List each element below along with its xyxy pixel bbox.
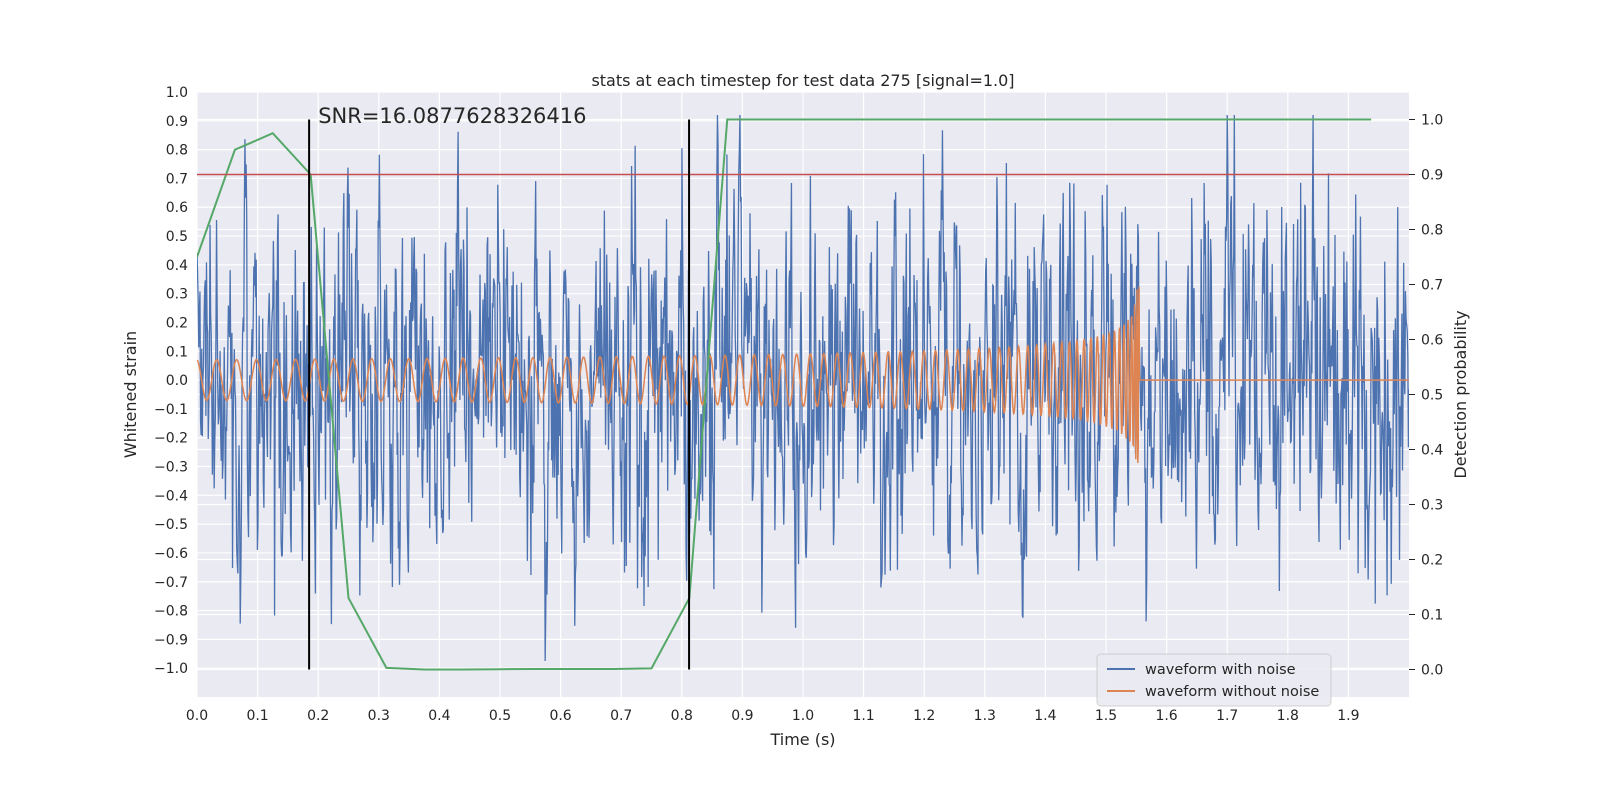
right-tick-label: 0.9 [1421,168,1443,184]
data-marks [197,115,1409,671]
x-tick-label: 1.3 [974,708,996,724]
right-tick-label: 0.8 [1421,223,1443,239]
series-waveform-without-noise [197,286,1409,463]
x-tick-label: 1.4 [1034,708,1056,724]
x-tick-label: 1.2 [913,708,935,724]
right-axis-ticks: 1.0 0.9 0.8 0.7 0.6 0.5 0.4 0.3 0.2 0.1 0.0 [1409,113,1443,679]
y-tick-label: −0.8 [154,604,188,620]
y-tick-label: −0.4 [154,488,188,504]
x-tick-label: 0.4 [428,708,450,724]
y-tick-label: 0.5 [166,229,188,245]
legend-label: waveform with noise [1145,662,1296,678]
y-tick-label: 0.1 [166,344,188,360]
y-tick-label: 0.7 [166,171,188,187]
y-tick-label: −0.2 [154,431,188,447]
x-tick-label: 0.3 [368,708,390,724]
y-tick-label: 0.4 [166,258,188,274]
y-tick-label: −0.6 [154,546,188,562]
right-tick-label: 0.6 [1421,333,1443,349]
x-tick-label: 1.1 [852,708,874,724]
x-tick-label: 0.6 [549,708,571,724]
y-axis-ticks: 1.0 0.9 0.8 0.7 0.6 0.5 0.4 0.3 0.2 0.1 0.0 −0.1 −0.… [154,85,188,677]
y-tick-label: 0.3 [166,287,188,303]
x-tick-label: 0.0 [186,708,208,724]
right-tick-label: 0.4 [1421,443,1443,459]
y-tick-label: −0.1 [154,402,188,418]
y-tick-label: 0.6 [166,200,188,216]
x-tick-label: 0.5 [489,708,511,724]
y-tick-label: −0.7 [154,575,188,591]
x-axis-label: Time (s) [769,730,835,749]
x-tick-label: 0.7 [610,708,632,724]
y-axis-label: Whitened strain [121,331,140,458]
legend-label: waveform without noise [1145,684,1319,700]
x-tick-label: 0.9 [731,708,753,724]
x-tick-label: 1.7 [1216,708,1238,724]
x-tick-label: 1.0 [792,708,814,724]
y-tick-label: 0.0 [166,373,188,389]
y-tick-label: 0.2 [166,315,188,331]
chart-title: stats at each timestep for test data 275… [591,71,1014,90]
series-waveform-with-noise [197,115,1409,661]
y-tick-label: −0.9 [154,632,188,648]
x-tick-label: 1.8 [1277,708,1299,724]
y-tick-label: −0.3 [154,460,188,476]
x-tick-label: 1.5 [1095,708,1117,724]
right-tick-label: 1.0 [1421,113,1443,129]
x-tick-label: 1.6 [1155,708,1177,724]
legend: waveform with noise waveform without nois… [1096,653,1332,707]
y-tick-label: 1.0 [166,85,188,101]
right-tick-label: 0.1 [1421,608,1443,624]
right-tick-label: 0.0 [1421,663,1443,679]
right-tick-label: 0.3 [1421,498,1443,514]
series-detection-probability [197,118,1372,671]
y-tick-label: −1.0 [154,661,188,677]
snr-annotation: SNR=16.0877628326416 [318,104,586,128]
y-tick-label: 0.8 [166,143,188,159]
event-lines [308,119,691,670]
y-tick-label: −0.5 [154,517,188,533]
x-tick-label: 1.9 [1337,708,1359,724]
right-axis-label: Detection probability [1451,310,1470,478]
right-tick-label: 0.5 [1421,388,1443,404]
x-tick-label: 0.2 [307,708,329,724]
right-tick-label: 0.2 [1421,553,1443,569]
x-tick-label: 0.8 [671,708,693,724]
x-tick-label: 0.1 [246,708,268,724]
right-tick-label: 0.7 [1421,278,1443,294]
y-tick-label: 0.9 [166,114,188,130]
x-axis-ticks: 0.0 0.1 0.2 0.3 0.4 0.5 0.6 0.7 0.8 0.9 1.0 1.1 1.2 1… [186,708,1360,724]
